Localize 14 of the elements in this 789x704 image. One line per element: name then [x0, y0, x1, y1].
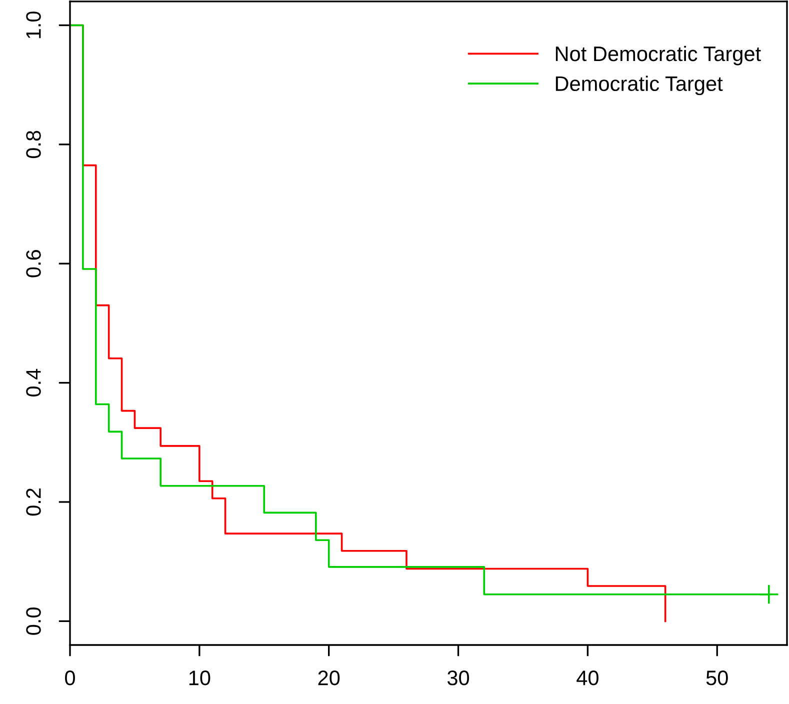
y-tick-label: 0.2 — [26, 488, 41, 516]
y-tick-label: 0.8 — [26, 130, 41, 158]
x-tick-label: 10 — [189, 670, 210, 686]
x-tick-label: 0 — [65, 670, 75, 686]
x-tick-label: 30 — [447, 670, 470, 686]
y-tick-label: 0.0 — [26, 607, 41, 635]
legend-label: Democratic Target — [556, 76, 723, 96]
y-tick-label: 0.4 — [26, 368, 41, 396]
legend-label: Not Democratic Target — [556, 46, 761, 66]
x-tick-label: 20 — [318, 670, 340, 686]
y-tick-label: 0.6 — [26, 250, 41, 278]
y-tick-label: 1.0 — [26, 12, 41, 38]
x-tick-label: 40 — [576, 670, 598, 686]
x-tick-label: 50 — [706, 670, 728, 686]
